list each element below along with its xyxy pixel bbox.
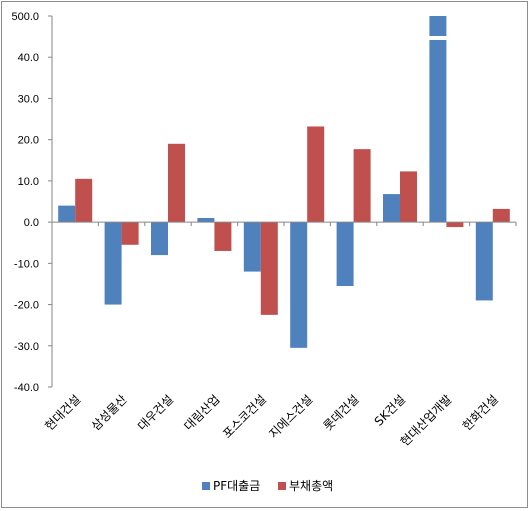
bar [197, 217, 215, 223]
y-tick-label: -30.0 [14, 341, 39, 353]
x-category-label: 현대건설 [42, 392, 83, 433]
y-axis-ticks: 500.0 40.0 30.0 20.0 10.0 0.0 -10.0 -20.0 -30.0 -… [11, 11, 52, 394]
x-category-label: 한화건설 [460, 392, 501, 433]
x-category-label: 대우건설 [135, 392, 176, 433]
legend-item: PF대출금 [202, 479, 260, 493]
axes [51, 16, 517, 387]
bar [243, 222, 261, 272]
y-tick-label: -10.0 [14, 258, 39, 270]
bar [383, 194, 400, 223]
bar [104, 222, 122, 305]
bar [290, 222, 308, 348]
y-tick-label: -40.0 [14, 382, 39, 394]
x-category-label: 삼성물산 [89, 392, 130, 433]
bar [214, 222, 232, 251]
bars [58, 16, 510, 348]
bar [58, 205, 76, 223]
y-tick-label: 40.0 [18, 52, 39, 64]
bar [492, 208, 510, 223]
legend-label: 부채총액 [289, 479, 333, 493]
x-category-label: 포스코건설 [220, 392, 269, 441]
x-category-label: 지에스건설 [266, 392, 315, 441]
bar [475, 222, 493, 301]
x-category-label: 대림산업 [181, 392, 222, 433]
legend-swatch [202, 482, 210, 490]
bar [168, 143, 185, 223]
legend: PF대출금 부채총액 [202, 479, 333, 493]
legend-swatch [278, 482, 286, 490]
y-tick-label: 0.0 [24, 217, 39, 229]
bar [75, 178, 93, 223]
y-tick-label: 10.0 [18, 176, 39, 188]
bar [446, 222, 464, 228]
legend-label: PF대출금 [213, 479, 260, 493]
axis-break-mark [428, 36, 448, 40]
x-category-label: 롯데건설 [321, 392, 362, 433]
y-tick-label: 30.0 [18, 93, 39, 105]
bar [121, 222, 139, 245]
y-tick-label: 20.0 [18, 135, 39, 147]
bar [336, 222, 354, 287]
bar [353, 149, 371, 223]
bar [400, 171, 417, 223]
y-tick-label: 500.0 [11, 11, 39, 23]
x-category-label: SK건설 [372, 392, 408, 428]
bar [307, 126, 325, 223]
bar [151, 222, 168, 256]
bar [429, 16, 447, 223]
bar [260, 222, 278, 315]
y-tick-label: -20.0 [14, 300, 39, 312]
legend-item: 부채총액 [278, 479, 333, 493]
